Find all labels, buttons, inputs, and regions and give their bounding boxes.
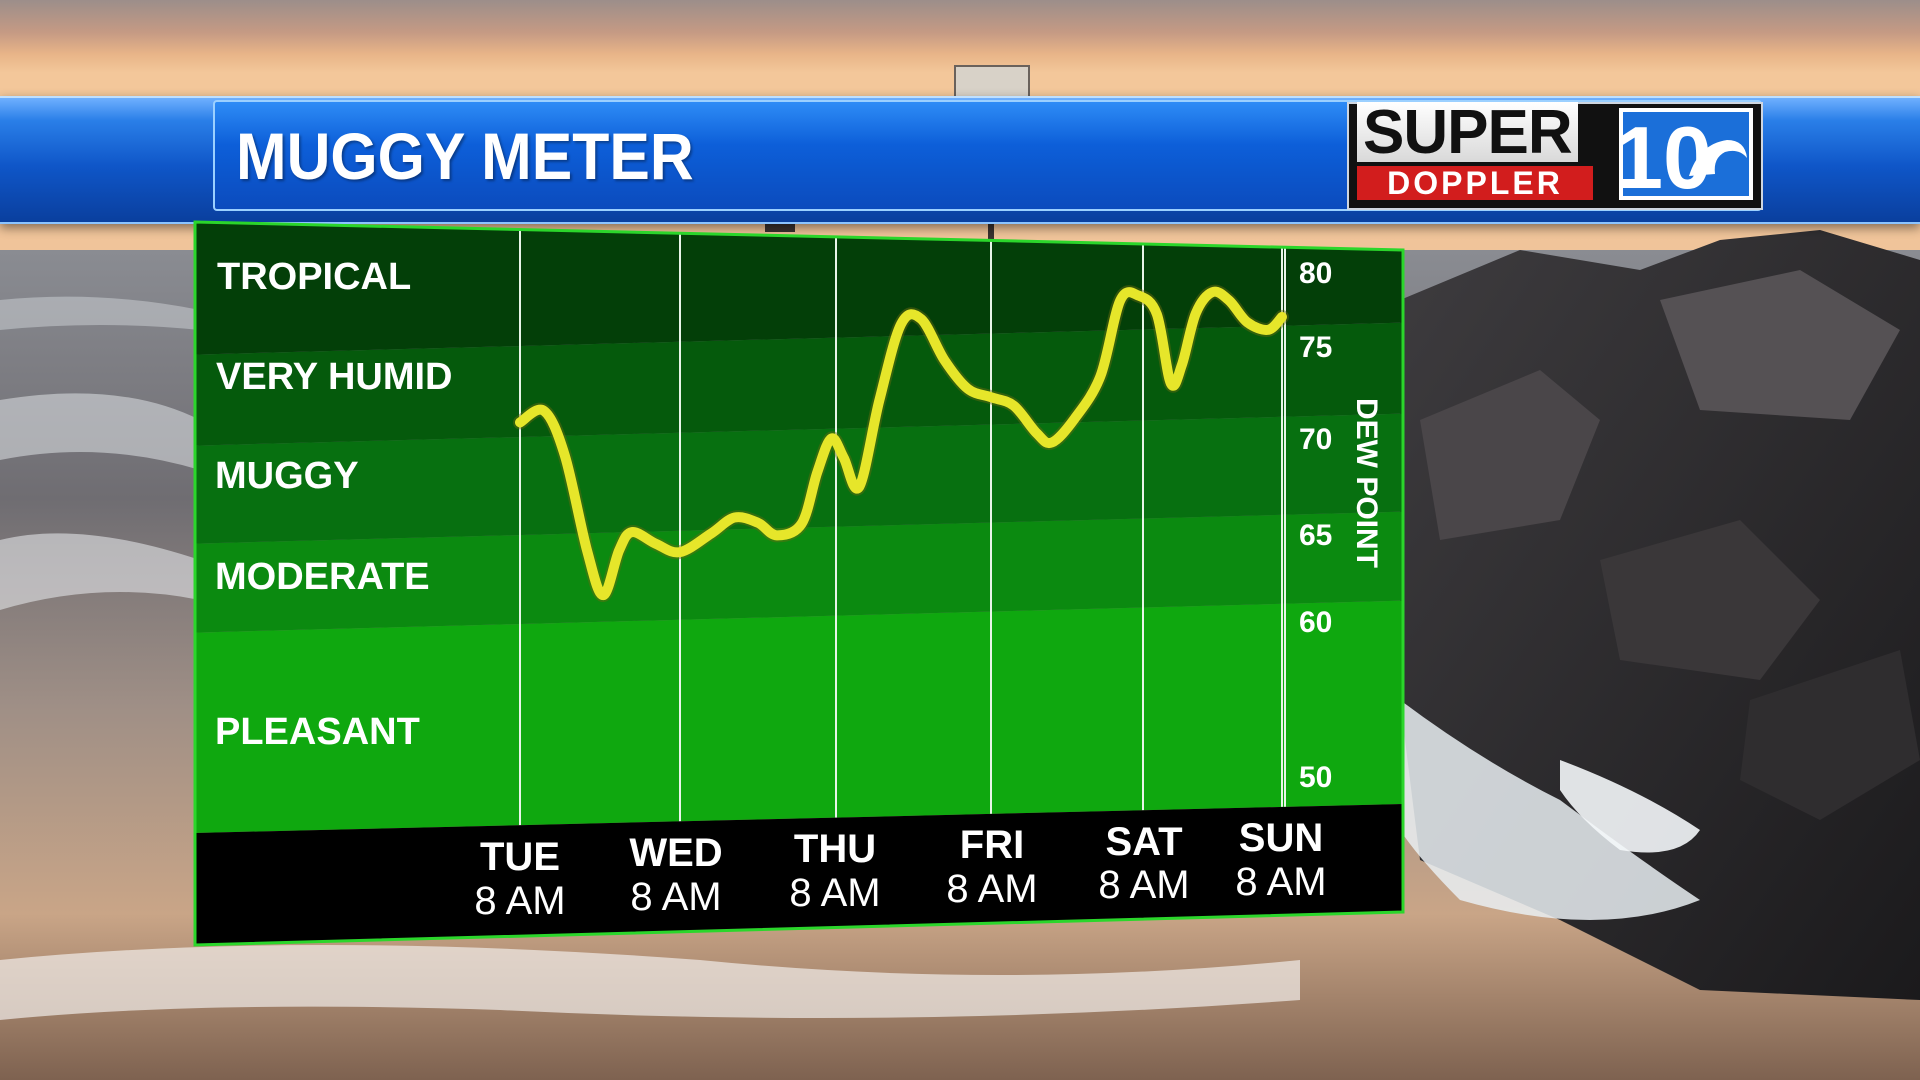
x-tick-time-wed: 8 AM bbox=[630, 875, 721, 919]
logo-super-text: SUPER bbox=[1357, 102, 1578, 164]
x-tick-time-tue: 8 AM bbox=[474, 879, 565, 923]
band-tropical bbox=[195, 222, 1403, 355]
band-labels: PLEASANT MODERATE MUGGY VERY HUMID TROPICAL bbox=[215, 256, 452, 753]
day-gridlines bbox=[519, 229, 1286, 826]
band-label-pleasant: PLEASANT bbox=[215, 711, 420, 753]
x-tick-day-wed: WED bbox=[629, 831, 722, 875]
y-tick-label: 80 bbox=[1299, 257, 1332, 290]
band-very-humid bbox=[195, 322, 1403, 446]
x-tick-day-thu: THU bbox=[794, 827, 876, 871]
x-tick-time-fri: 8 AM bbox=[946, 867, 1037, 911]
series-line bbox=[515, 286, 1287, 601]
logo-number: 10 bbox=[1619, 108, 1712, 200]
chart-frame bbox=[193, 220, 1405, 947]
x-tick-time-sat: 8 AM bbox=[1098, 863, 1189, 907]
y-tick-label: 75 bbox=[1299, 331, 1332, 364]
band-moderate bbox=[195, 511, 1403, 633]
y-tick-label: 50 bbox=[1299, 761, 1332, 794]
x-tick-day-sat: SAT bbox=[1105, 820, 1182, 864]
band-pleasant bbox=[195, 600, 1403, 833]
x-tick-day-sun: SUN bbox=[1239, 816, 1323, 860]
x-axis-background bbox=[195, 804, 1403, 945]
band-muggy bbox=[195, 413, 1403, 544]
page-title: MUGGY METER bbox=[236, 119, 694, 193]
y-axis-ticks: 50 60 65 70 75 80 bbox=[1299, 257, 1332, 794]
x-tick-time-sun: 8 AM bbox=[1235, 860, 1326, 904]
x-tick-day-fri: FRI bbox=[960, 823, 1024, 867]
y-tick-label: 65 bbox=[1299, 519, 1332, 552]
logo-doppler-text: DOPPLER bbox=[1357, 166, 1593, 200]
station-logo: SUPER DOPPLER 10 bbox=[1347, 102, 1763, 210]
y-tick-label: 70 bbox=[1299, 423, 1332, 456]
humidity-bands bbox=[195, 222, 1403, 833]
band-label-muggy: MUGGY bbox=[215, 455, 359, 497]
x-tick-time-thu: 8 AM bbox=[789, 871, 880, 915]
band-label-tropical: TROPICAL bbox=[217, 256, 411, 298]
x-tick-day-tue: TUE bbox=[480, 835, 560, 879]
y-tick-label: 60 bbox=[1299, 606, 1332, 639]
y-axis-label: DEW POINT bbox=[1350, 398, 1383, 568]
band-label-moderate: MODERATE bbox=[215, 556, 430, 598]
logo-ten-mark: 10 bbox=[1619, 108, 1753, 200]
band-label-very-humid: VERY HUMID bbox=[216, 356, 452, 398]
